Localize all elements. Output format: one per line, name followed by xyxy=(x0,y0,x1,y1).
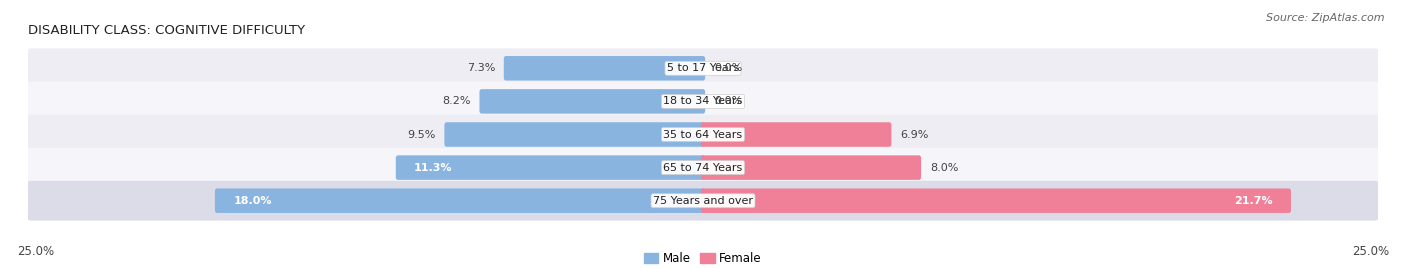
Text: 8.2%: 8.2% xyxy=(443,96,471,107)
Text: 7.3%: 7.3% xyxy=(467,63,495,73)
FancyBboxPatch shape xyxy=(27,48,1379,88)
Text: 0.0%: 0.0% xyxy=(714,96,742,107)
Text: 65 to 74 Years: 65 to 74 Years xyxy=(664,162,742,173)
FancyBboxPatch shape xyxy=(27,82,1379,121)
Text: 75 Years and over: 75 Years and over xyxy=(652,196,754,206)
Text: 5 to 17 Years: 5 to 17 Years xyxy=(666,63,740,73)
FancyBboxPatch shape xyxy=(215,189,706,213)
FancyBboxPatch shape xyxy=(396,155,706,180)
Text: 8.0%: 8.0% xyxy=(929,162,957,173)
Text: 6.9%: 6.9% xyxy=(900,129,928,140)
Legend: Male, Female: Male, Female xyxy=(640,247,766,269)
FancyBboxPatch shape xyxy=(479,89,706,114)
FancyBboxPatch shape xyxy=(700,122,891,147)
FancyBboxPatch shape xyxy=(27,181,1379,221)
Text: 35 to 64 Years: 35 to 64 Years xyxy=(664,129,742,140)
FancyBboxPatch shape xyxy=(27,148,1379,187)
Text: 18.0%: 18.0% xyxy=(233,196,271,206)
Text: 9.5%: 9.5% xyxy=(408,129,436,140)
Text: 0.0%: 0.0% xyxy=(714,63,742,73)
FancyBboxPatch shape xyxy=(700,189,1291,213)
Text: 18 to 34 Years: 18 to 34 Years xyxy=(664,96,742,107)
Text: 11.3%: 11.3% xyxy=(415,162,453,173)
FancyBboxPatch shape xyxy=(27,115,1379,154)
FancyBboxPatch shape xyxy=(700,155,921,180)
Text: 25.0%: 25.0% xyxy=(17,245,53,258)
FancyBboxPatch shape xyxy=(444,122,706,147)
Text: Source: ZipAtlas.com: Source: ZipAtlas.com xyxy=(1267,13,1385,23)
Text: 21.7%: 21.7% xyxy=(1234,196,1272,206)
Text: DISABILITY CLASS: COGNITIVE DIFFICULTY: DISABILITY CLASS: COGNITIVE DIFFICULTY xyxy=(28,24,305,37)
Text: 25.0%: 25.0% xyxy=(1353,245,1389,258)
FancyBboxPatch shape xyxy=(503,56,706,80)
